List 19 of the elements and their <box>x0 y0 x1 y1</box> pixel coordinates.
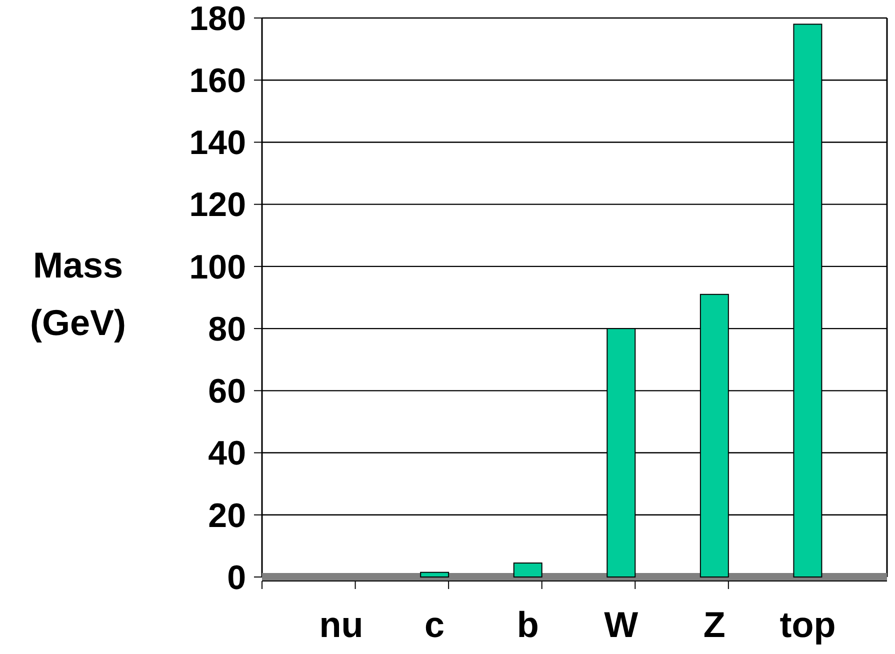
y-tick-label: 80 <box>208 310 246 348</box>
y-tick-label: 0 <box>227 558 246 597</box>
x-tick-label: b <box>516 604 539 645</box>
y-axis-title: Mass (GeV) <box>30 244 126 344</box>
x-tick-label: W <box>604 604 638 645</box>
x-tick-label: top <box>780 604 836 645</box>
x-tick-label: c <box>424 604 445 645</box>
y-tick-label: 120 <box>189 186 246 224</box>
y-tick-label: 60 <box>208 372 246 411</box>
x-tick-label: Z <box>703 604 726 645</box>
y-tick-label: 160 <box>189 62 246 100</box>
bar <box>420 572 450 578</box>
y-tick-label: 140 <box>189 124 246 162</box>
y-tick-label: 100 <box>189 248 246 286</box>
y-tick-label: 180 <box>189 0 246 38</box>
bar <box>513 562 542 578</box>
y-tick-label: 20 <box>208 496 246 535</box>
y-tick-label: 40 <box>208 434 246 473</box>
x-tick-label: nu <box>319 604 364 645</box>
